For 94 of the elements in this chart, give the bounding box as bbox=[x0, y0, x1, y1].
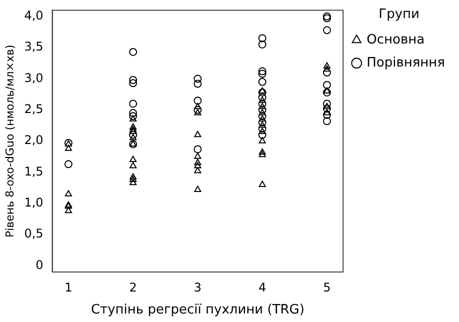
point bbox=[323, 102, 330, 110]
point bbox=[258, 128, 266, 134]
point bbox=[194, 162, 202, 168]
point bbox=[194, 102, 202, 110]
point bbox=[130, 115, 137, 122]
point bbox=[322, 100, 331, 108]
point bbox=[129, 112, 138, 120]
point bbox=[64, 160, 72, 168]
point bbox=[258, 102, 266, 110]
x-axis-title: Ступінь регресії пухлини (TRG) bbox=[90, 302, 304, 318]
point bbox=[258, 88, 266, 96]
point bbox=[129, 76, 138, 84]
point bbox=[129, 100, 138, 108]
point bbox=[322, 12, 331, 20]
point bbox=[129, 140, 138, 148]
point bbox=[322, 26, 331, 34]
point bbox=[130, 176, 137, 182]
legend-label: Основна bbox=[366, 32, 425, 48]
point bbox=[322, 117, 331, 126]
point bbox=[258, 96, 266, 103]
point bbox=[194, 167, 202, 174]
point bbox=[258, 78, 266, 86]
point bbox=[194, 106, 202, 114]
point bbox=[130, 123, 137, 130]
point bbox=[130, 126, 137, 132]
point bbox=[194, 158, 202, 166]
point bbox=[194, 74, 202, 83]
y-tick-label: 0,5 bbox=[24, 226, 44, 241]
x-tick-label: 2 bbox=[129, 280, 137, 294]
point bbox=[258, 124, 266, 133]
point bbox=[258, 40, 266, 48]
point bbox=[130, 140, 137, 146]
point bbox=[129, 130, 138, 139]
point bbox=[130, 173, 137, 180]
point bbox=[258, 109, 266, 116]
point bbox=[258, 87, 266, 94]
point bbox=[322, 110, 331, 119]
point bbox=[130, 134, 137, 140]
point bbox=[194, 80, 202, 88]
y-tick-label: 3,0 bbox=[24, 70, 44, 85]
point bbox=[323, 87, 330, 94]
y-tick-label: 2,5 bbox=[24, 102, 44, 116]
point bbox=[258, 106, 266, 114]
point bbox=[258, 137, 266, 144]
point bbox=[194, 145, 202, 154]
point bbox=[130, 162, 137, 168]
legend-label: Порівняння bbox=[366, 55, 446, 70]
x-tick-label: 3 bbox=[194, 280, 202, 294]
point bbox=[258, 118, 266, 126]
point bbox=[258, 148, 266, 155]
point bbox=[129, 79, 138, 88]
y-tick-label: 1,0 bbox=[24, 196, 44, 210]
point bbox=[129, 48, 138, 56]
point bbox=[322, 88, 331, 96]
y-tick-label: 1,5 bbox=[24, 164, 44, 178]
point bbox=[323, 109, 330, 116]
point bbox=[130, 128, 137, 134]
point bbox=[258, 130, 266, 139]
point bbox=[322, 68, 331, 77]
point bbox=[258, 67, 266, 76]
point bbox=[323, 65, 330, 72]
point bbox=[194, 96, 202, 105]
point bbox=[323, 62, 330, 69]
x-tick-label: 5 bbox=[323, 280, 331, 294]
point bbox=[129, 109, 138, 118]
point bbox=[258, 150, 266, 158]
point bbox=[322, 104, 331, 113]
point bbox=[322, 14, 331, 22]
point bbox=[258, 115, 266, 122]
x-tick-label: 1 bbox=[64, 280, 72, 294]
point bbox=[130, 178, 137, 186]
point bbox=[258, 112, 266, 120]
point bbox=[64, 206, 72, 214]
point bbox=[194, 152, 202, 159]
y-tick-label: 0 bbox=[36, 258, 44, 272]
y-tick-label: 2,0 bbox=[24, 133, 44, 148]
point bbox=[194, 186, 202, 192]
x-tick-label: 4 bbox=[258, 280, 266, 294]
point bbox=[258, 100, 266, 108]
point bbox=[194, 130, 202, 138]
point bbox=[258, 34, 266, 42]
point bbox=[258, 122, 266, 128]
point bbox=[64, 144, 72, 151]
y-tick-label: 4,0 bbox=[24, 8, 44, 23]
y-axis-title: Рівень 8-oxo-dGuo (нмоль/мл×хв) bbox=[3, 44, 16, 238]
point bbox=[194, 109, 202, 116]
legend-title: Групи bbox=[378, 6, 420, 22]
point bbox=[64, 190, 72, 196]
point bbox=[258, 93, 266, 102]
point bbox=[322, 81, 331, 89]
point bbox=[258, 180, 266, 187]
point bbox=[258, 70, 266, 78]
point bbox=[130, 156, 137, 162]
y-tick-label: 3,5 bbox=[24, 40, 44, 54]
